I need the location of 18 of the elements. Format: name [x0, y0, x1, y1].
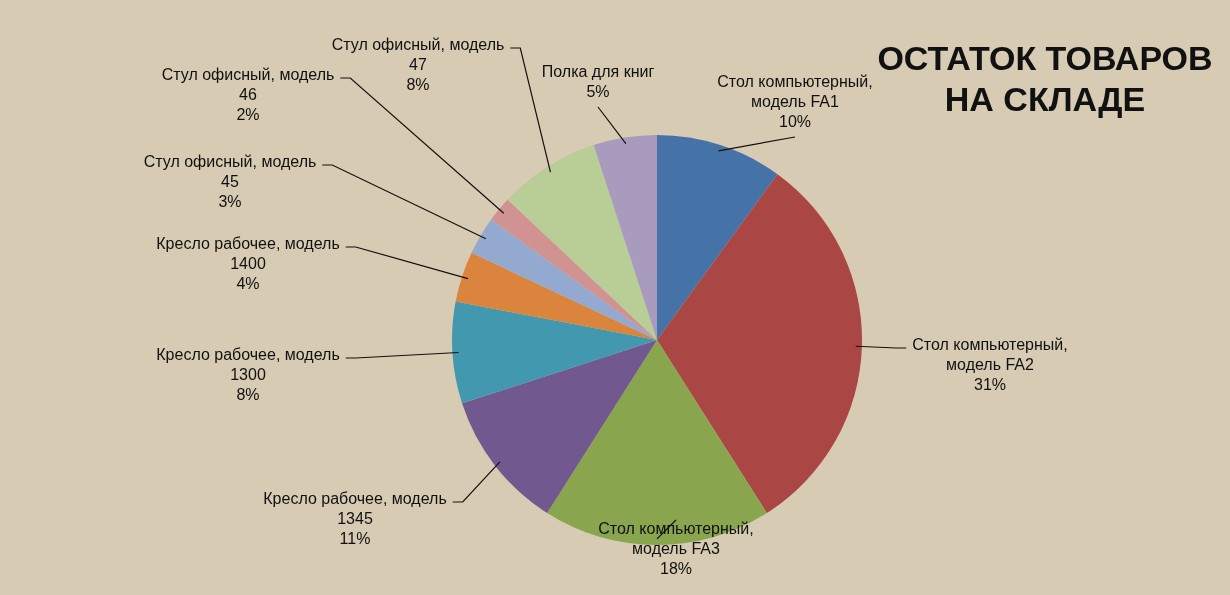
data-label: 2% — [236, 106, 260, 124]
slice-label: Кресло рабочее, модель 1400 — [156, 235, 340, 273]
data-label: 4% — [236, 275, 260, 293]
data-label: 11% — [339, 530, 371, 548]
data-label: 8% — [236, 386, 260, 404]
data-label: 8% — [406, 76, 430, 94]
slice-label: Кресло рабочее, модель 1345 — [263, 490, 447, 528]
text: ОСТАТОК ТОВАРОВ НА СКЛАДЕ — [877, 39, 1213, 118]
slice-label: Кресло рабочее, модель 1300 — [156, 346, 340, 384]
data-label: 10% — [778, 113, 812, 131]
slice-label: Стол компьютерный, модель FA2 — [912, 336, 1068, 374]
slice-label: Стол компьютерный, модель FA1 — [717, 73, 873, 111]
data-label: 31% — [973, 376, 1007, 394]
data-label: 18% — [659, 560, 693, 578]
slice-label: Стул офисный, модель 45 — [143, 153, 317, 191]
data-label: 5% — [586, 83, 610, 101]
slice-label: Полка для книг — [541, 63, 655, 81]
data-label: 3% — [218, 193, 242, 211]
